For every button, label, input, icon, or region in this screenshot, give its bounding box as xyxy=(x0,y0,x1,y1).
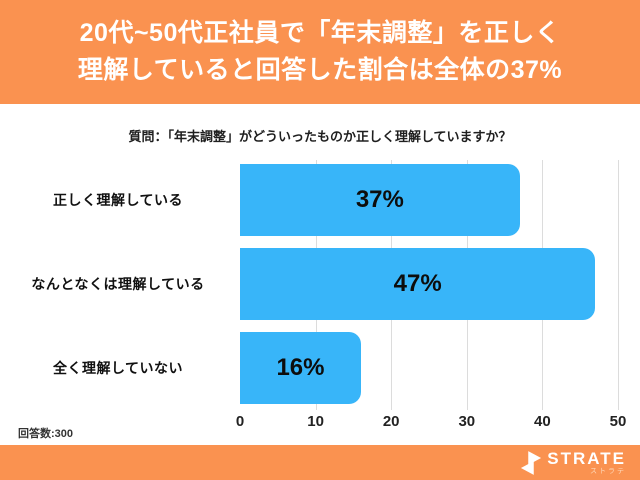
x-tick-label: 40 xyxy=(534,413,551,430)
strate-logo: STRATE ストラテ xyxy=(520,445,626,480)
x-tick-label: 10 xyxy=(307,413,324,430)
bar-value-label: 47% xyxy=(393,270,442,297)
brand-text: STRATE ストラテ xyxy=(547,450,626,476)
footnote-respondent-count: 回答数:300 xyxy=(18,428,74,440)
brand-name: STRATE xyxy=(547,448,626,468)
x-tick-label: 30 xyxy=(458,413,476,430)
x-tick-label: 0 xyxy=(235,413,245,430)
bar-chart: 正しく理解しているなんとなくは理解している 全く理解していない 37% 47% 16% xyxy=(0,160,640,410)
plot-area: 37% 47% 16% xyxy=(240,160,619,410)
header-title-line2: 理解していると回答した割合は全体の37% xyxy=(77,56,563,84)
header-title-line1: 20代~50代正社員で「年末調整」を正しく xyxy=(79,19,561,47)
brand-subtitle: ストラテ xyxy=(590,467,626,475)
bar: 37% xyxy=(240,164,520,236)
category-label: 正しく理解している xyxy=(52,192,184,208)
strate-logo-icon xyxy=(521,450,542,475)
header: 20代~50代正社員で「年末調整」を正しく 理解していると回答した割合は全体の3… xyxy=(0,0,640,104)
question-text: 質問：「年末調整」がどういったものか正しく理解していますか？ xyxy=(128,129,512,144)
x-tick-label: 20 xyxy=(382,413,400,430)
gridline xyxy=(618,160,619,410)
footer: STRATE ストラテ xyxy=(0,445,640,480)
bar: 47% xyxy=(240,248,596,320)
bar: 16% xyxy=(240,332,361,404)
bar-value-label: 37% xyxy=(355,186,404,213)
x-tick-label: 50 xyxy=(609,413,627,430)
category-labels: 正しく理解しているなんとなくは理解している 全く理解していない xyxy=(0,160,236,410)
category-label: 全く理解していない xyxy=(52,360,184,376)
x-axis: 0 10 20 30 40 50 xyxy=(236,413,627,433)
category-label: なんとなくは理解している xyxy=(31,276,205,292)
bar-value-label: 16% xyxy=(276,354,325,381)
